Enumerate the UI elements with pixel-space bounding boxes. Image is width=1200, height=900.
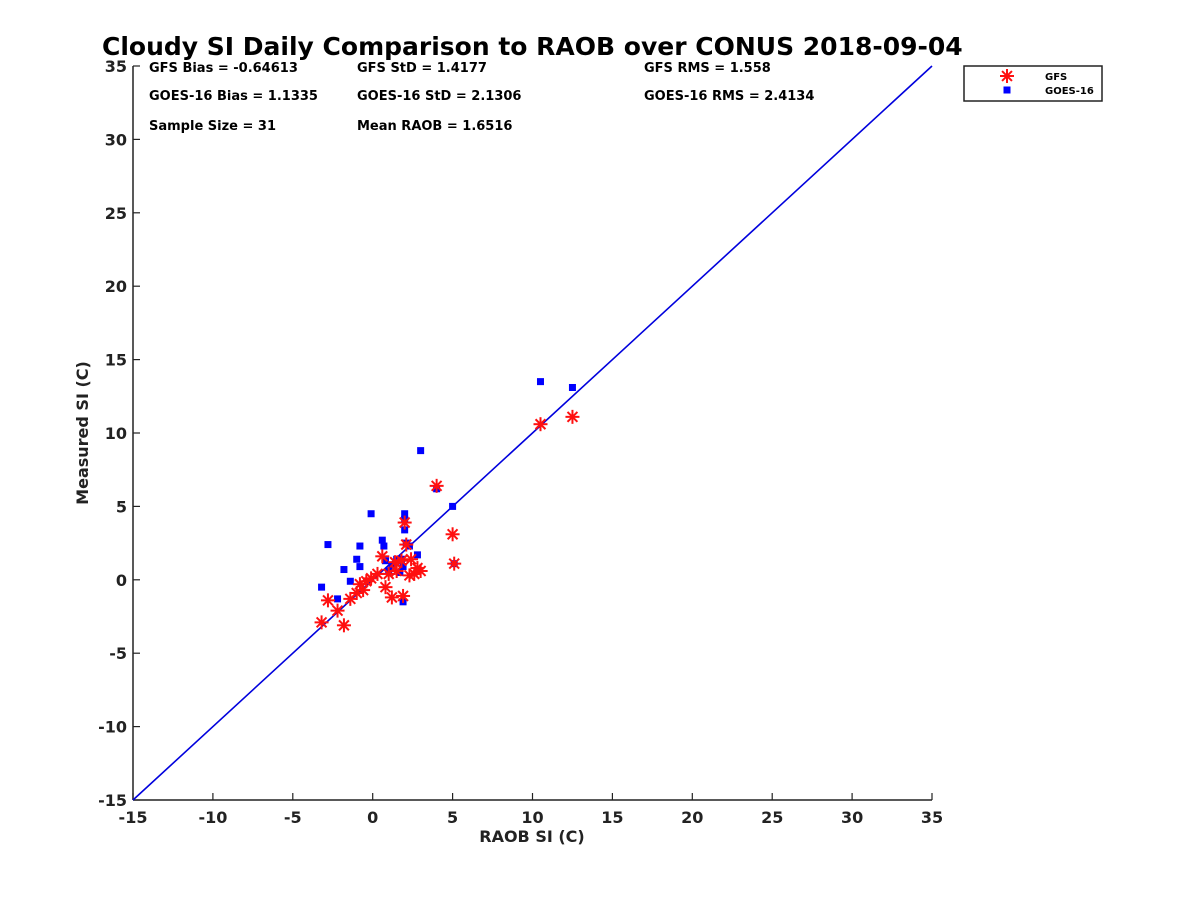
gfs-point <box>397 515 412 530</box>
y-tick-label: -10 <box>98 718 127 737</box>
x-tick-label: -15 <box>119 808 148 827</box>
goes16-point <box>449 502 457 510</box>
gfs-rms-text: GFS RMS = 1.558 <box>644 61 771 76</box>
gfs-point <box>447 556 462 571</box>
goes16-point <box>334 595 342 603</box>
gfs-point <box>364 571 379 586</box>
gfs-std-text: GFS StD = 1.4177 <box>357 61 487 76</box>
legend: GFS GOES-16 <box>963 65 1103 102</box>
y-axis-label: Measured SI (C) <box>73 361 92 505</box>
x-tick-label: 5 <box>447 808 458 827</box>
gfs-point <box>320 593 335 608</box>
gfs-bias-text: GFS Bias = -0.64613 <box>149 61 298 76</box>
gfs-point <box>388 555 403 570</box>
legend-gfs-label: GFS <box>1045 72 1067 83</box>
gfs-point <box>413 563 428 578</box>
gfs-point <box>429 478 444 493</box>
goes16-point <box>536 378 544 386</box>
y-tick-label: -15 <box>98 791 127 810</box>
legend-gfs-asterisk <box>1000 69 1014 83</box>
x-ticks: -15 -10 -5 0 5 10 15 20 25 30 35 <box>119 793 943 827</box>
legend-goes16-square <box>1003 86 1011 94</box>
mean-raob-text: Mean RAOB = 1.6516 <box>357 119 512 134</box>
goes16-point <box>401 526 409 534</box>
goes-std-text: GOES-16 StD = 2.1306 <box>357 89 521 104</box>
x-tick-label: 15 <box>601 808 623 827</box>
x-tick-label: 25 <box>761 808 783 827</box>
legend-goes16-label: GOES-16 <box>1045 86 1094 97</box>
goes-bias-text: GOES-16 Bias = 1.1335 <box>149 89 318 104</box>
goes16-point <box>405 542 413 550</box>
gfs-point <box>330 603 345 618</box>
goes16-point <box>367 510 375 518</box>
gfs-point <box>384 590 399 605</box>
x-tick-label: -10 <box>198 808 227 827</box>
goes16-point <box>378 536 386 544</box>
legend-box <box>963 65 1103 102</box>
gfs-series <box>314 409 580 633</box>
gfs-point <box>533 417 548 432</box>
y-tick-label: 10 <box>105 424 127 443</box>
goes16-point <box>356 542 364 550</box>
x-tick-label: 30 <box>841 808 863 827</box>
y-tick-label: 5 <box>116 497 127 516</box>
gfs-point <box>404 552 419 567</box>
goes16-point <box>318 583 326 591</box>
x-tick-label: 35 <box>921 808 943 827</box>
y-tick-label: 0 <box>116 571 127 590</box>
goes16-point <box>353 555 361 563</box>
goes16-point <box>568 383 576 391</box>
goes16-point <box>324 541 332 549</box>
goes16-point <box>356 563 364 571</box>
goes16-point <box>340 566 348 574</box>
x-tick-label: -5 <box>284 808 302 827</box>
chart-title: Cloudy SI Daily Comparison to RAOB over … <box>102 32 963 61</box>
y-tick-label: 25 <box>105 204 127 223</box>
gfs-point <box>399 537 414 552</box>
x-tick-label: 0 <box>367 808 378 827</box>
one-to-one-line <box>132 65 933 801</box>
legend-goes16-marker <box>1003 86 1011 94</box>
gfs-point <box>445 527 460 542</box>
x-tick-label: 10 <box>521 808 543 827</box>
y-tick-label: -5 <box>109 644 127 663</box>
goes16-point <box>346 577 354 585</box>
goes16-point <box>399 563 407 571</box>
y-ticks: -15 -10 -5 0 5 10 15 20 25 30 35 <box>98 57 140 810</box>
x-tick-label: 20 <box>681 808 703 827</box>
y-tick-label: 30 <box>105 130 127 149</box>
gfs-point <box>378 580 393 595</box>
y-tick-label: 20 <box>105 277 127 296</box>
goes-rms-text: GOES-16 RMS = 2.4134 <box>644 89 814 104</box>
y-tick-label: 15 <box>105 351 127 370</box>
stats-annotations: GFS Bias = -0.64613 GFS StD = 1.4177 GFS… <box>149 61 814 134</box>
goes16-point <box>396 568 404 576</box>
goes16-point <box>417 447 425 455</box>
x-axis-label: RAOB SI (C) <box>479 827 584 846</box>
gfs-point <box>565 409 580 424</box>
sample-size-text: Sample Size = 31 <box>149 119 276 134</box>
gfs-point <box>314 615 329 630</box>
gfs-point <box>336 618 351 633</box>
goes16-point <box>380 542 388 550</box>
legend-gfs-marker <box>1000 69 1014 83</box>
gfs-point <box>352 577 367 592</box>
gfs-point <box>375 549 390 564</box>
goes16-point <box>401 510 409 518</box>
gfs-point <box>389 563 404 578</box>
y-tick-label: 35 <box>105 57 127 76</box>
gfs-point <box>396 588 411 603</box>
goes16-point <box>413 551 421 559</box>
